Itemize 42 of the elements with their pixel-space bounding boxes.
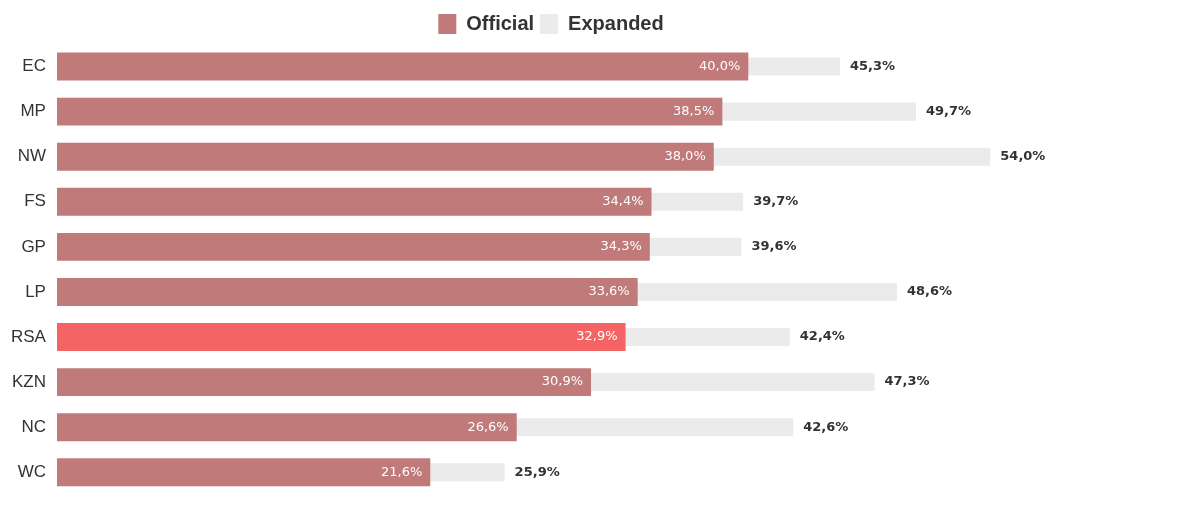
data-label: 42,6% [803,418,849,434]
y-tick-label: RSA [10,326,47,346]
data-label: 38,0% [664,148,706,164]
data-label: 34,4% [602,193,644,209]
bar [56,413,517,442]
bar [56,323,626,351]
data-label: 45,3% [849,57,896,73]
legend-label: Expanded [568,11,664,34]
data-label: 39,7% [753,193,799,209]
data-label: 47,3% [884,373,930,389]
data-label: 49,7% [925,103,972,118]
y-tick-label: FS [24,191,46,211]
data-label: 42,4% [799,328,845,344]
y-tick-label: KZN [11,371,46,391]
y-tick-label: MP [20,101,46,121]
y-tick-label: LP [25,281,46,301]
bar [56,187,652,216]
data-label: 39,6% [751,238,797,254]
bar [56,52,749,81]
y-tick-label: WC [17,461,46,481]
bar [56,97,723,126]
bar [56,142,714,171]
bar [56,458,431,487]
data-label: 34,3% [600,238,642,254]
data-label: 25,9% [514,463,560,479]
data-label: 54,0% [1000,148,1046,164]
y-tick-label: NC [21,416,46,436]
bar [56,368,592,397]
y-tick-label: NW [17,146,46,166]
data-label: 40,0% [699,57,741,73]
data-label: 38,5% [673,103,715,118]
data-label: 33,6% [588,283,630,299]
bar [56,232,650,261]
data-label: 21,6% [380,463,423,479]
data-label: 48,6% [906,283,953,299]
data-label: 30,9% [541,373,584,389]
data-label: 32,9% [576,328,618,344]
y-tick-label: GP [21,236,46,256]
bar [56,277,638,306]
y-tick-label: EC [22,56,46,76]
legend-label: Official [466,11,535,34]
data-label: 26,6% [467,418,509,434]
